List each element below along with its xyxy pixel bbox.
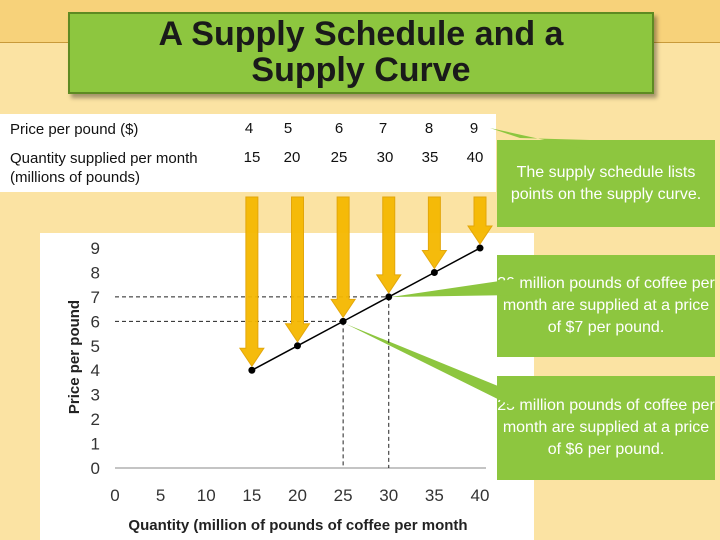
supply-curve-line — [251, 247, 481, 371]
quantity-cell: 40 — [466, 149, 484, 166]
x-axis-label: Quantity (million of pounds of coffee pe… — [128, 517, 467, 534]
data-point — [430, 268, 438, 276]
price-cell: 4 — [244, 120, 254, 137]
data-point — [476, 244, 484, 252]
x-tick-label: 0 — [110, 486, 119, 505]
x-tick-label: 10 — [197, 486, 216, 505]
schedule-arrow — [238, 196, 265, 368]
y-tick-label: 9 — [91, 239, 100, 258]
price-cell: 5 — [283, 120, 293, 137]
x-tick-label: 5 — [156, 486, 165, 505]
schedule-arrow — [330, 196, 357, 319]
quantity-cell: 20 — [283, 149, 301, 166]
data-point — [339, 317, 347, 325]
callout-six-dollars: 25 million pounds of coffee per month ar… — [497, 376, 715, 480]
quantity-row-label: Quantity supplied per month (millions of… — [10, 150, 198, 186]
callout-seven-dollars-text: 30 million pounds of coffee per month ar… — [497, 275, 715, 336]
price-cell: 8 — [424, 120, 434, 137]
callout-six-dollars-text: 25 million pounds of coffee per month ar… — [497, 397, 715, 458]
y-tick-label: 1 — [91, 435, 100, 454]
quantity-cell: 15 — [243, 149, 261, 166]
page-title: A Supply Schedule and a Supply Curve — [158, 15, 564, 89]
y-tick-label: 3 — [91, 386, 100, 405]
supply-schedule-table: Price per pound ($) 4 5 6 7 8 9 Quantity… — [0, 114, 496, 192]
y-tick-label: 4 — [91, 361, 100, 380]
x-tick-label: 35 — [425, 486, 444, 505]
y-tick-label: 7 — [91, 288, 100, 307]
data-point — [248, 366, 256, 374]
title-box: A Supply Schedule and a Supply Curve — [68, 12, 654, 94]
quantity-cell: 35 — [421, 149, 439, 166]
data-point — [294, 342, 301, 350]
y-tick-label: 2 — [91, 410, 100, 429]
chart-background — [40, 233, 534, 540]
schedule-arrow — [284, 196, 311, 343]
y-tick-label: 6 — [91, 312, 100, 331]
callout-pointer-seven — [391, 278, 520, 297]
callout-pointer-six — [346, 324, 520, 410]
price-cell: 9 — [469, 120, 479, 137]
callout-pointer-schedule — [490, 128, 590, 150]
y-axis-label: Price per pound — [66, 300, 83, 414]
y-tick-label: 8 — [91, 263, 100, 282]
schedule-arrow — [375, 196, 402, 294]
quantity-cell: 30 — [376, 149, 394, 166]
y-tick-label: 5 — [91, 337, 100, 356]
price-cell: 7 — [378, 120, 388, 137]
y-tick-label: 0 — [91, 459, 100, 478]
schedule-arrow — [421, 196, 448, 270]
data-point — [385, 293, 393, 301]
price-cell: 6 — [334, 120, 344, 137]
callout-schedule-text: The supply schedule lists points on the … — [510, 163, 702, 203]
quantity-cell: 25 — [330, 149, 348, 166]
x-tick-label: 25 — [334, 486, 353, 505]
callout-schedule: The supply schedule lists points on the … — [497, 140, 715, 227]
schedule-arrow — [467, 196, 493, 245]
x-tick-label: 15 — [242, 486, 261, 505]
x-tick-label: 40 — [471, 486, 490, 505]
x-tick-label: 20 — [288, 486, 307, 505]
price-row-label: Price per pound ($) — [10, 121, 139, 138]
x-tick-label: 30 — [379, 486, 398, 505]
callout-seven-dollars: 30 million pounds of coffee per month ar… — [497, 255, 715, 357]
